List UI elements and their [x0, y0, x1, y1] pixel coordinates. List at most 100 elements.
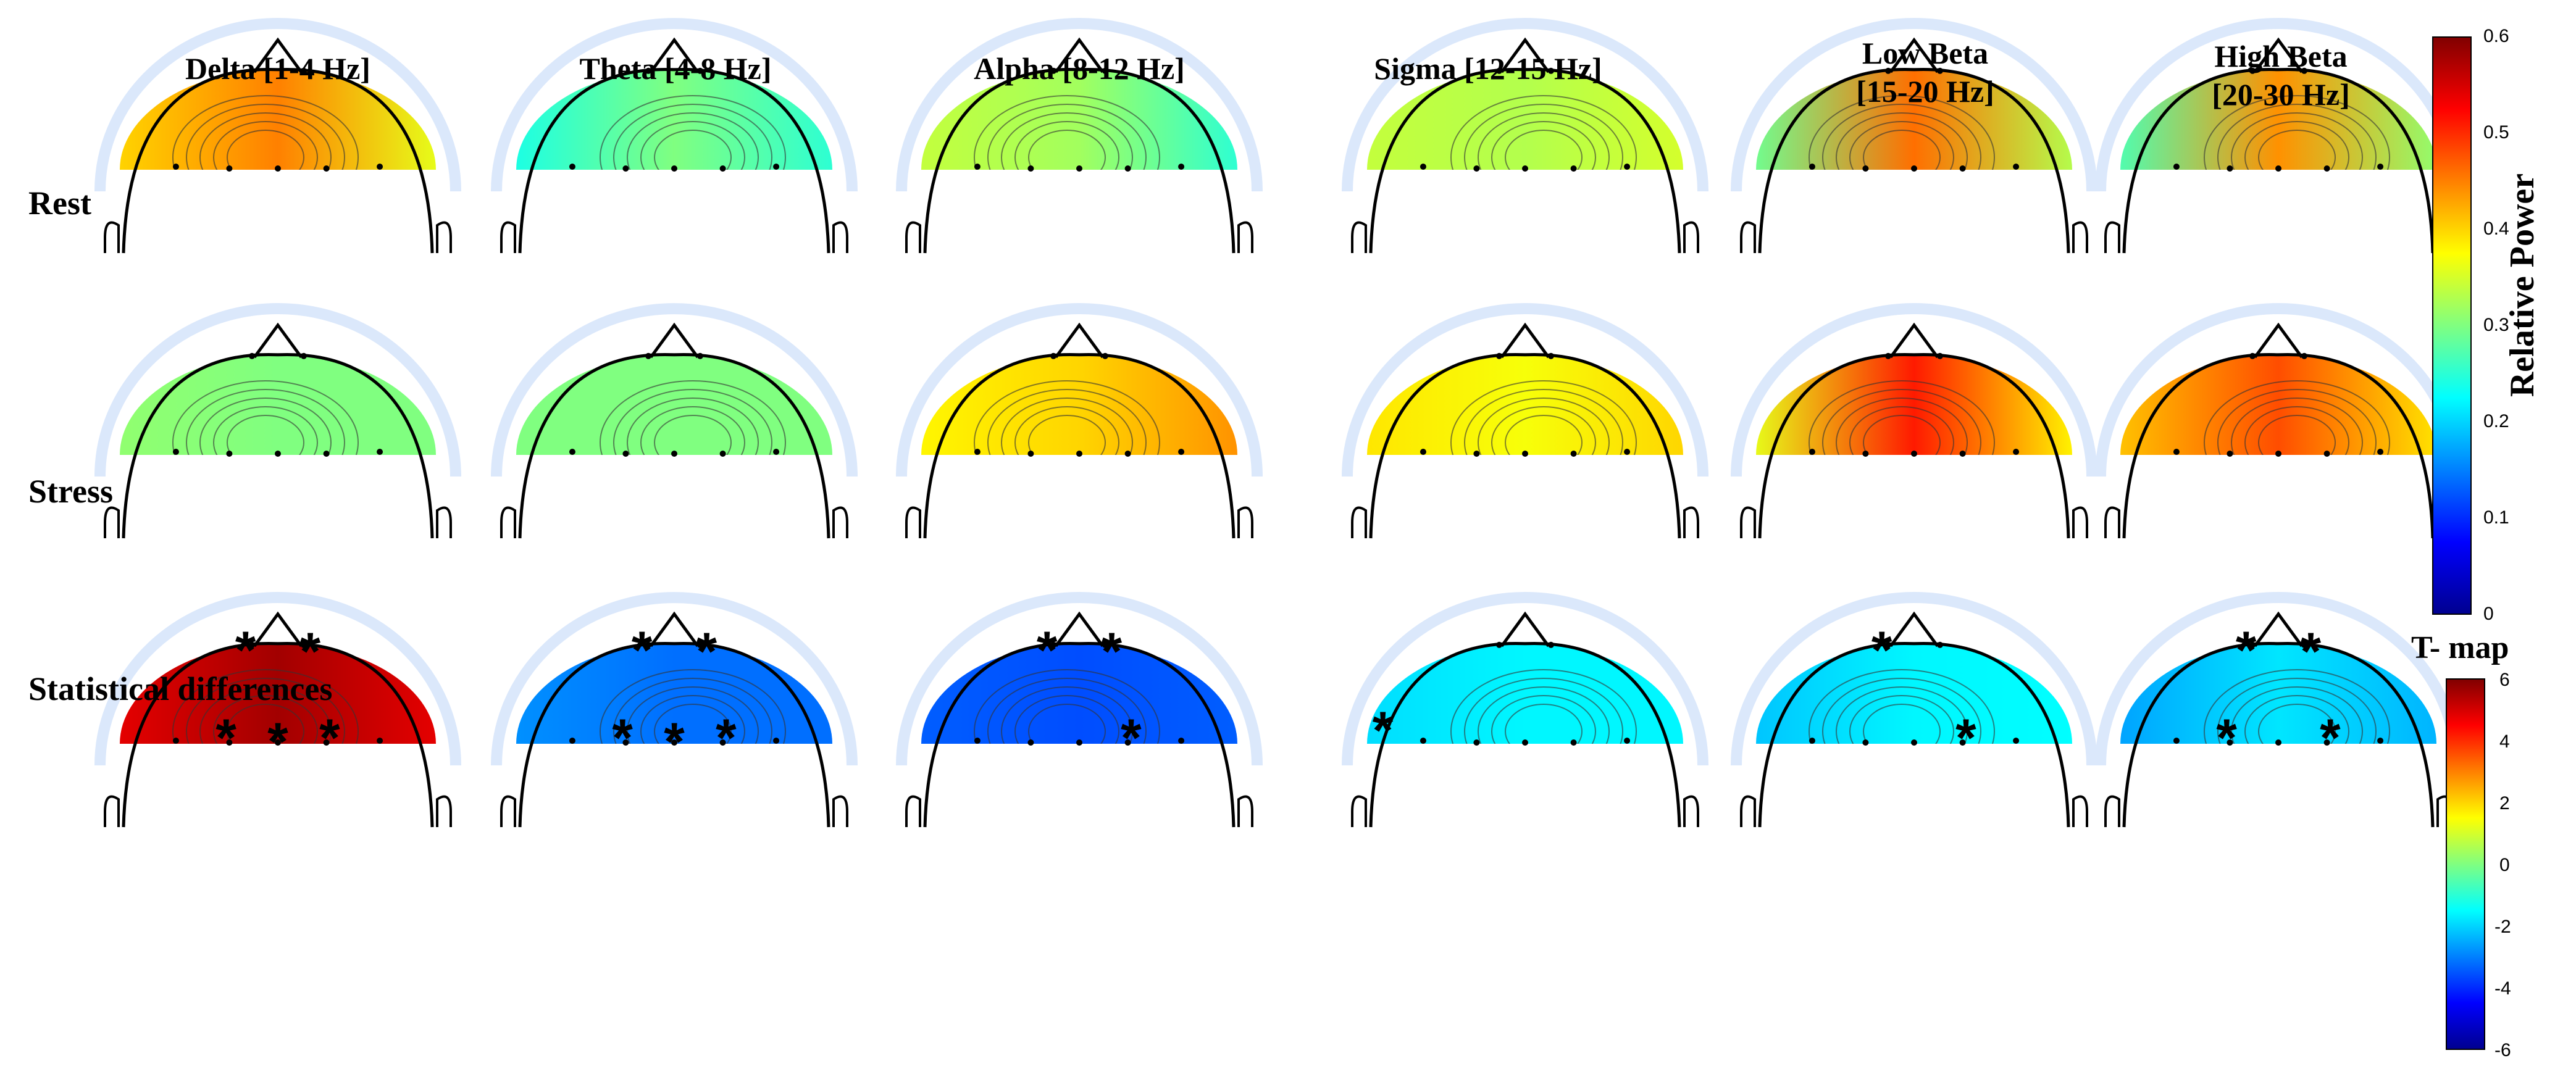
electrode-dot — [1076, 451, 1082, 457]
significance-asterisk: * — [267, 712, 288, 772]
head-outline — [1758, 68, 2070, 254]
topomap-stress-0 — [94, 303, 461, 539]
electrode-dot — [2301, 641, 2307, 648]
electrode-dot — [323, 165, 330, 172]
right-ear — [1237, 221, 1253, 253]
head-outline — [518, 68, 830, 254]
head-nose — [2253, 611, 2304, 647]
tmap-tick-label: 4 — [2499, 731, 2510, 752]
head-nose — [1500, 37, 1550, 73]
electrode-dot — [1624, 164, 1631, 170]
contour-line — [2217, 104, 2377, 170]
electrode-dot — [1885, 641, 1892, 648]
head-outline — [518, 642, 830, 828]
contour-line — [627, 686, 759, 744]
contour-line — [1464, 104, 1623, 170]
contour-line — [627, 398, 759, 455]
contour-line — [2258, 704, 2336, 744]
power-tick-label: 0.2 — [2483, 411, 2509, 431]
right-ear — [832, 221, 848, 253]
band-title-sigma: Sigma [12-15 Hz] — [1374, 51, 1602, 86]
contour-line — [1478, 398, 1610, 455]
tmap-tick-label: 6 — [2499, 670, 2510, 690]
contour-line — [1849, 406, 1954, 455]
head-outline — [923, 353, 1236, 539]
contour-line — [1001, 398, 1133, 455]
electrode-dot — [671, 165, 677, 172]
electrode-dot — [2377, 738, 2384, 744]
head-nose — [1054, 611, 1105, 647]
contour-line — [627, 112, 759, 170]
contour-line — [600, 669, 786, 744]
topomap-grid: * ** * ** ** * ** ** **** ** * — [94, 18, 2462, 828]
electrode-dot — [622, 451, 629, 457]
head-outline — [923, 68, 1236, 254]
head-nose — [2253, 322, 2304, 359]
contour-line — [1450, 380, 1637, 455]
electrode-dot — [671, 739, 677, 746]
electrode-dot — [1420, 449, 1426, 455]
contour-line — [2258, 415, 2336, 455]
right-ear — [2072, 795, 2088, 827]
head-outline — [122, 353, 434, 539]
contour-line — [600, 380, 786, 455]
head-nose — [649, 611, 700, 647]
head-nose — [1054, 37, 1105, 73]
electrode-dot — [2275, 739, 2281, 746]
contour-line — [1491, 695, 1596, 744]
tmap-tick-label: -4 — [2494, 978, 2511, 999]
right-ear — [436, 795, 452, 827]
head-halo — [1342, 592, 1708, 766]
electrode-dot — [2275, 165, 2281, 172]
head-nose — [2253, 37, 2304, 73]
significance-asterisk: * — [2216, 709, 2237, 768]
head-halo — [2095, 592, 2462, 766]
power-tick-label: 0.6 — [2483, 26, 2509, 46]
electrode-dot — [1624, 449, 1631, 455]
electrode-dot — [1936, 352, 1943, 359]
electrode-dot — [1862, 165, 1869, 172]
electrode-dot — [1570, 739, 1577, 746]
contour-line — [1863, 415, 1941, 455]
electrode-dot — [1420, 738, 1426, 744]
power-colorbar — [2432, 36, 2472, 615]
contour-line — [213, 406, 318, 455]
electrode-dot — [2249, 352, 2256, 359]
contour-line — [186, 104, 345, 170]
contour-line — [1809, 95, 1995, 170]
left-ear — [1740, 221, 1756, 253]
head-outline — [1369, 68, 1681, 254]
electrode-dot — [249, 352, 256, 359]
contour-line — [640, 121, 745, 170]
contour-line — [2217, 678, 2377, 744]
tmap-tick-label: 0 — [2499, 855, 2510, 875]
electrode-dot — [974, 738, 981, 744]
significance-asterisk: * — [1102, 622, 1123, 681]
right-ear — [832, 506, 848, 538]
contour-line — [1028, 130, 1106, 170]
contour-line — [1478, 112, 1610, 170]
left-ear — [1740, 506, 1756, 538]
head-halo — [1731, 303, 2097, 477]
electrode-dot — [172, 164, 179, 170]
power-field — [921, 354, 1237, 455]
band-title-high-beta: High Beta [20-30 Hz] — [2212, 39, 2350, 112]
electrode-dot — [1959, 739, 1966, 746]
head-nose — [649, 37, 700, 73]
power-colorbar-label: Relative Power — [2503, 173, 2541, 398]
electrode-dot — [1027, 451, 1034, 457]
contour-line — [2204, 380, 2390, 455]
significance-asterisk: * — [2301, 622, 2322, 681]
electrode-dot — [2323, 451, 2330, 457]
left-ear — [1351, 795, 1367, 827]
electrode-dot — [1178, 738, 1185, 744]
significance-asterisk: * — [612, 709, 633, 768]
power-tick-label: 0.1 — [2483, 507, 2509, 528]
electrode-dot — [1496, 67, 1503, 74]
significance-asterisk: * — [235, 621, 256, 680]
left-ear — [905, 795, 921, 827]
electrode-dot — [1547, 352, 1554, 359]
contour-line — [1014, 121, 1119, 170]
tmap-tick-label: 2 — [2499, 793, 2510, 814]
contour-line — [2204, 669, 2390, 744]
